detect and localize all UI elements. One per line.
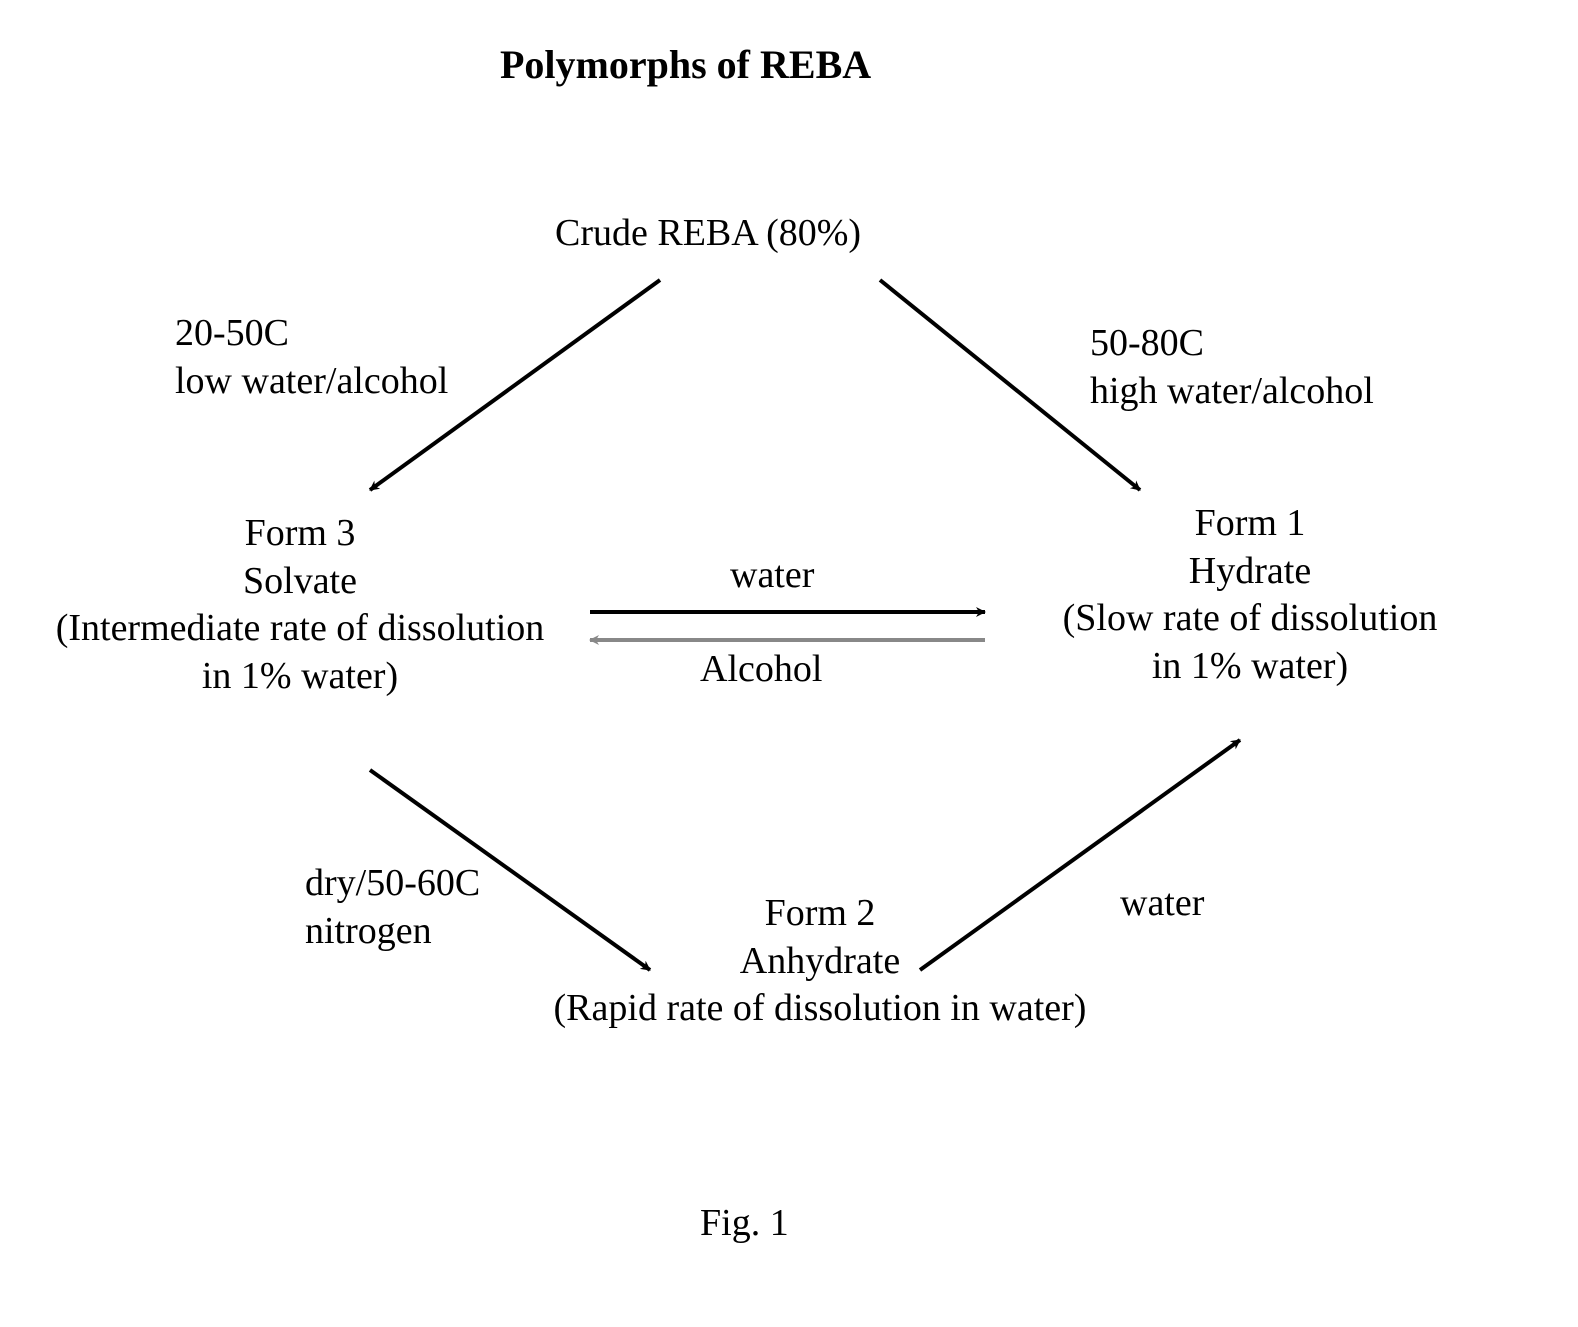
node-form1-line: in 1% water) <box>1020 643 1480 691</box>
node-form2-line: Anhydrate <box>520 938 1120 986</box>
node-form2-line: Form 2 <box>520 890 1120 938</box>
node-cond_left_bottom-line: dry/50-60C <box>305 860 480 908</box>
node-form3-line: in 1% water) <box>40 653 560 701</box>
node-cond_right_bottom-line: water <box>1120 880 1204 928</box>
node-form3-line: (Intermediate rate of dissolution <box>40 605 560 653</box>
node-mid_water-line: water <box>730 552 814 600</box>
diagram-container: Polymorphs of REBA Fig. 1 Crude REBA (80… <box>0 0 1578 1327</box>
node-mid_alcohol-line: Alcohol <box>700 646 822 694</box>
node-cond_left_top: 20-50Clow water/alcohol <box>175 310 448 405</box>
node-form3-line: Solvate <box>40 558 560 606</box>
node-form2-line: (Rapid rate of dissolution in water) <box>520 985 1120 1033</box>
figure-label: Fig. 1 <box>700 1200 789 1248</box>
node-crude-line: Crude REBA (80%) <box>555 210 861 258</box>
node-crude: Crude REBA (80%) <box>555 210 861 258</box>
node-cond_left_bottom-line: nitrogen <box>305 908 480 956</box>
node-form1: Form 1Hydrate(Slow rate of dissolutionin… <box>1020 500 1480 690</box>
node-form1-line: Hydrate <box>1020 548 1480 596</box>
node-form1-line: Form 1 <box>1020 500 1480 548</box>
node-mid_alcohol: Alcohol <box>700 646 822 694</box>
node-cond_left_top-line: 20-50C <box>175 310 448 358</box>
node-mid_water: water <box>730 552 814 600</box>
node-cond_right_bottom: water <box>1120 880 1204 928</box>
node-form3-line: Form 3 <box>40 510 560 558</box>
node-form1-line: (Slow rate of dissolution <box>1020 595 1480 643</box>
node-cond_left_top-line: low water/alcohol <box>175 358 448 406</box>
node-cond_left_bottom: dry/50-60Cnitrogen <box>305 860 480 955</box>
diagram-title: Polymorphs of REBA <box>500 40 871 90</box>
node-form3: Form 3Solvate(Intermediate rate of disso… <box>40 510 560 700</box>
node-cond_right_top-line: high water/alcohol <box>1090 368 1374 416</box>
node-cond_right_top: 50-80Chigh water/alcohol <box>1090 320 1374 415</box>
node-cond_right_top-line: 50-80C <box>1090 320 1374 368</box>
node-form2: Form 2Anhydrate(Rapid rate of dissolutio… <box>520 890 1120 1033</box>
